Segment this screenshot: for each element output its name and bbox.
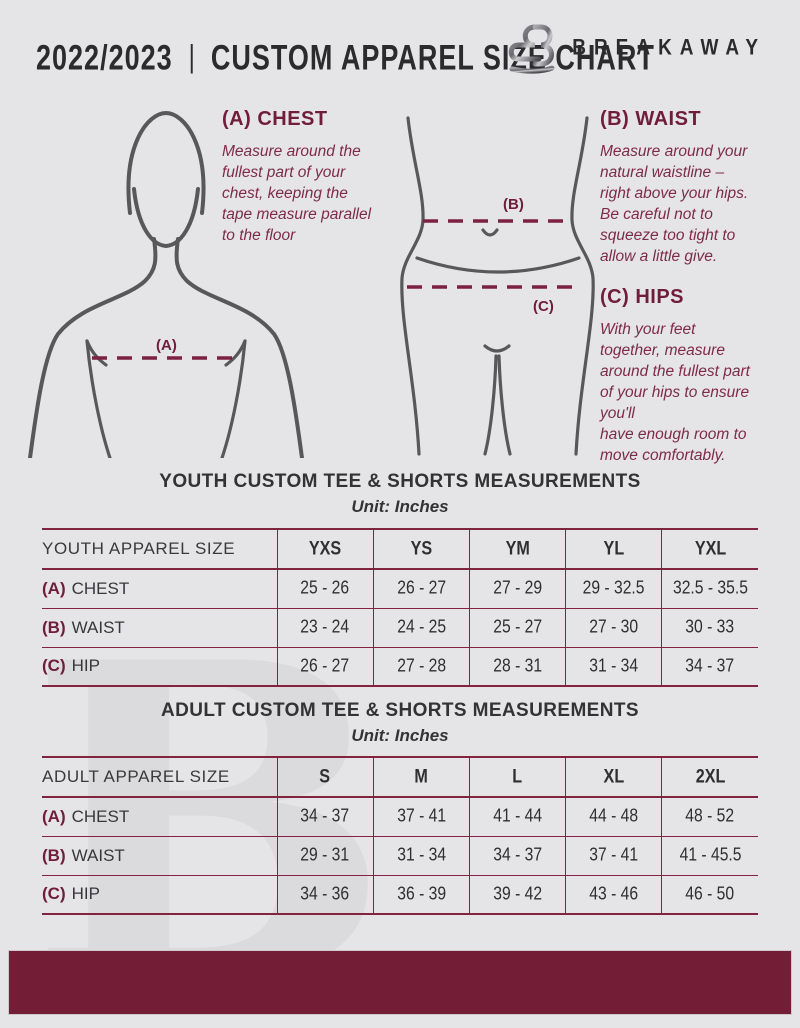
row-label: HIP	[71, 884, 100, 904]
cell-value: 26 - 27	[300, 655, 350, 676]
adult-col-l: L	[468, 757, 566, 797]
adult-waist-row: (B) WAIST 29 - 31 31 - 34 34 - 37 37 - 41…	[42, 836, 758, 875]
chest-line-label: (A)	[156, 337, 177, 354]
youth-table-title: YOUTH CUSTOM TEE & SHORTS MEASUREMENTS	[159, 471, 641, 492]
adult-hip-row: (C) HIP 34 - 36 36 - 39 39 - 42 43 - 46 4…	[42, 875, 758, 914]
adult-col-s: S	[276, 757, 374, 797]
waist-instruction-heading: (B) WAIST	[600, 108, 702, 130]
adult-table-title: ADULT CUSTOM TEE & SHORTS MEASUREMENTS	[161, 700, 639, 721]
brand-logo: BREAKAWAY	[508, 22, 766, 76]
cell-value: 30 - 33	[685, 617, 735, 637]
adult-col-2xl: 2XL	[661, 757, 758, 797]
row-label: CHEST	[71, 578, 130, 598]
cell-value: 25 - 27	[493, 617, 542, 637]
youth-col-yl: YL	[565, 529, 662, 569]
footer-accent-bar	[8, 950, 792, 1015]
row-prefix: (B)	[42, 617, 66, 637]
hips-instruction-body: With your feet together, measure around …	[600, 321, 750, 465]
cell-value: 34 - 37	[685, 655, 735, 676]
hips-instruction: (C) HIPS With your feet together, measur…	[600, 286, 800, 467]
chest-instruction-heading: (A) CHEST	[222, 108, 328, 130]
row-label: HIP	[71, 656, 100, 676]
row-label: WAIST	[71, 845, 125, 865]
cell-value: 24 - 25	[396, 617, 446, 637]
adult-chest-row: (A) CHEST 34 - 37 37 - 41 41 - 44 44 - 48…	[42, 797, 758, 836]
chest-instruction-body: Measure around the fullest part of your …	[222, 143, 372, 245]
cell-value: 34 - 36	[300, 883, 350, 904]
adult-col-xl: XL	[565, 757, 662, 797]
cell-value: 29 - 31	[300, 845, 350, 865]
page-title: CUSTOM APPAREL SIZE CHART	[210, 37, 655, 78]
waist-instruction-body: Measure around your natural waistline – …	[600, 143, 749, 266]
brand-name: BREAKAWAY	[572, 36, 766, 61]
row-prefix: (A)	[42, 806, 66, 826]
cell-value: 32.5 - 35.5	[672, 578, 748, 599]
youth-size-table: YOUTH APPAREL SIZE YXS YS YM YL YXL (A) C…	[42, 528, 758, 687]
row-prefix: (A)	[42, 578, 66, 598]
row-prefix: (B)	[42, 845, 66, 865]
cell-value: 41 - 45.5	[679, 845, 742, 865]
youth-col-yxl: YXL	[661, 529, 758, 569]
hips-instruction-heading: (C) HIPS	[600, 286, 684, 308]
cell-value: 26 - 27	[396, 578, 446, 599]
youth-col-ym: YM	[468, 529, 566, 569]
cell-value: 23 - 24	[300, 617, 350, 637]
adult-col-m: M	[372, 757, 470, 797]
cell-value: 31 - 34	[396, 845, 446, 865]
cell-value: 41 - 44	[493, 806, 542, 827]
youth-table-unit: Unit: Inches	[351, 497, 449, 516]
row-label: WAIST	[71, 617, 125, 637]
torso-figure: (A)	[28, 110, 304, 458]
cell-value: 39 - 42	[493, 883, 542, 904]
youth-waist-row: (B) WAIST 23 - 24 24 - 25 25 - 27 27 - 30…	[42, 608, 758, 647]
cell-value: 31 - 34	[589, 655, 639, 676]
cell-value: 37 - 41	[396, 806, 446, 827]
cell-value: 43 - 46	[589, 883, 639, 904]
cell-value: 29 - 32.5	[582, 578, 645, 599]
cell-value: 46 - 50	[685, 883, 735, 904]
adult-size-label: ADULT APPAREL SIZE	[42, 767, 230, 786]
hips-line-label: (C)	[533, 298, 554, 315]
chest-instruction: (A) CHEST Measure around the fullest par…	[222, 108, 412, 246]
cell-value: 34 - 37	[300, 806, 350, 827]
cell-value: 25 - 26	[300, 578, 350, 599]
cell-value: 28 - 31	[493, 655, 542, 676]
youth-col-yxs: YXS	[276, 529, 374, 569]
youth-chest-row: (A) CHEST 25 - 26 26 - 27 27 - 29 29 - 32…	[42, 569, 758, 608]
cell-value: 27 - 30	[589, 617, 639, 637]
cell-value: 44 - 48	[589, 806, 639, 827]
cell-value: 27 - 29	[493, 578, 542, 599]
row-prefix: (C)	[42, 656, 66, 676]
cell-value: 36 - 39	[396, 883, 446, 904]
page-header: 2022/2023 | CUSTOM APPAREL SIZE CHART	[36, 36, 655, 80]
youth-table-header-row: YOUTH APPAREL SIZE YXS YS YM YL YXL	[42, 529, 758, 569]
youth-size-label: YOUTH APPAREL SIZE	[42, 539, 236, 558]
youth-hip-row: (C) HIP 26 - 27 27 - 28 28 - 31 31 - 34 3…	[42, 647, 758, 686]
adult-table-unit: Unit: Inches	[351, 726, 449, 745]
lower-body-figure: (B) (C)	[400, 116, 595, 456]
cell-value: 27 - 28	[396, 655, 446, 676]
cell-value: 48 - 52	[685, 806, 735, 827]
cell-value: 37 - 41	[589, 845, 639, 865]
cell-value: 34 - 37	[493, 845, 542, 865]
row-prefix: (C)	[42, 884, 66, 904]
row-label: CHEST	[71, 806, 130, 826]
adult-table-header-row: ADULT APPAREL SIZE S M L XL 2XL	[42, 757, 758, 797]
breakaway-b-monogram-icon	[509, 24, 555, 74]
header-year: 2022/2023	[36, 37, 173, 78]
header-divider: |	[188, 39, 195, 75]
adult-size-table: ADULT APPAREL SIZE S M L XL 2XL (A) CHEST…	[42, 756, 758, 915]
youth-col-ys: YS	[372, 529, 470, 569]
waist-instruction: (B) WAIST Measure around your natural wa…	[600, 108, 800, 267]
waist-line-label: (B)	[503, 196, 524, 213]
